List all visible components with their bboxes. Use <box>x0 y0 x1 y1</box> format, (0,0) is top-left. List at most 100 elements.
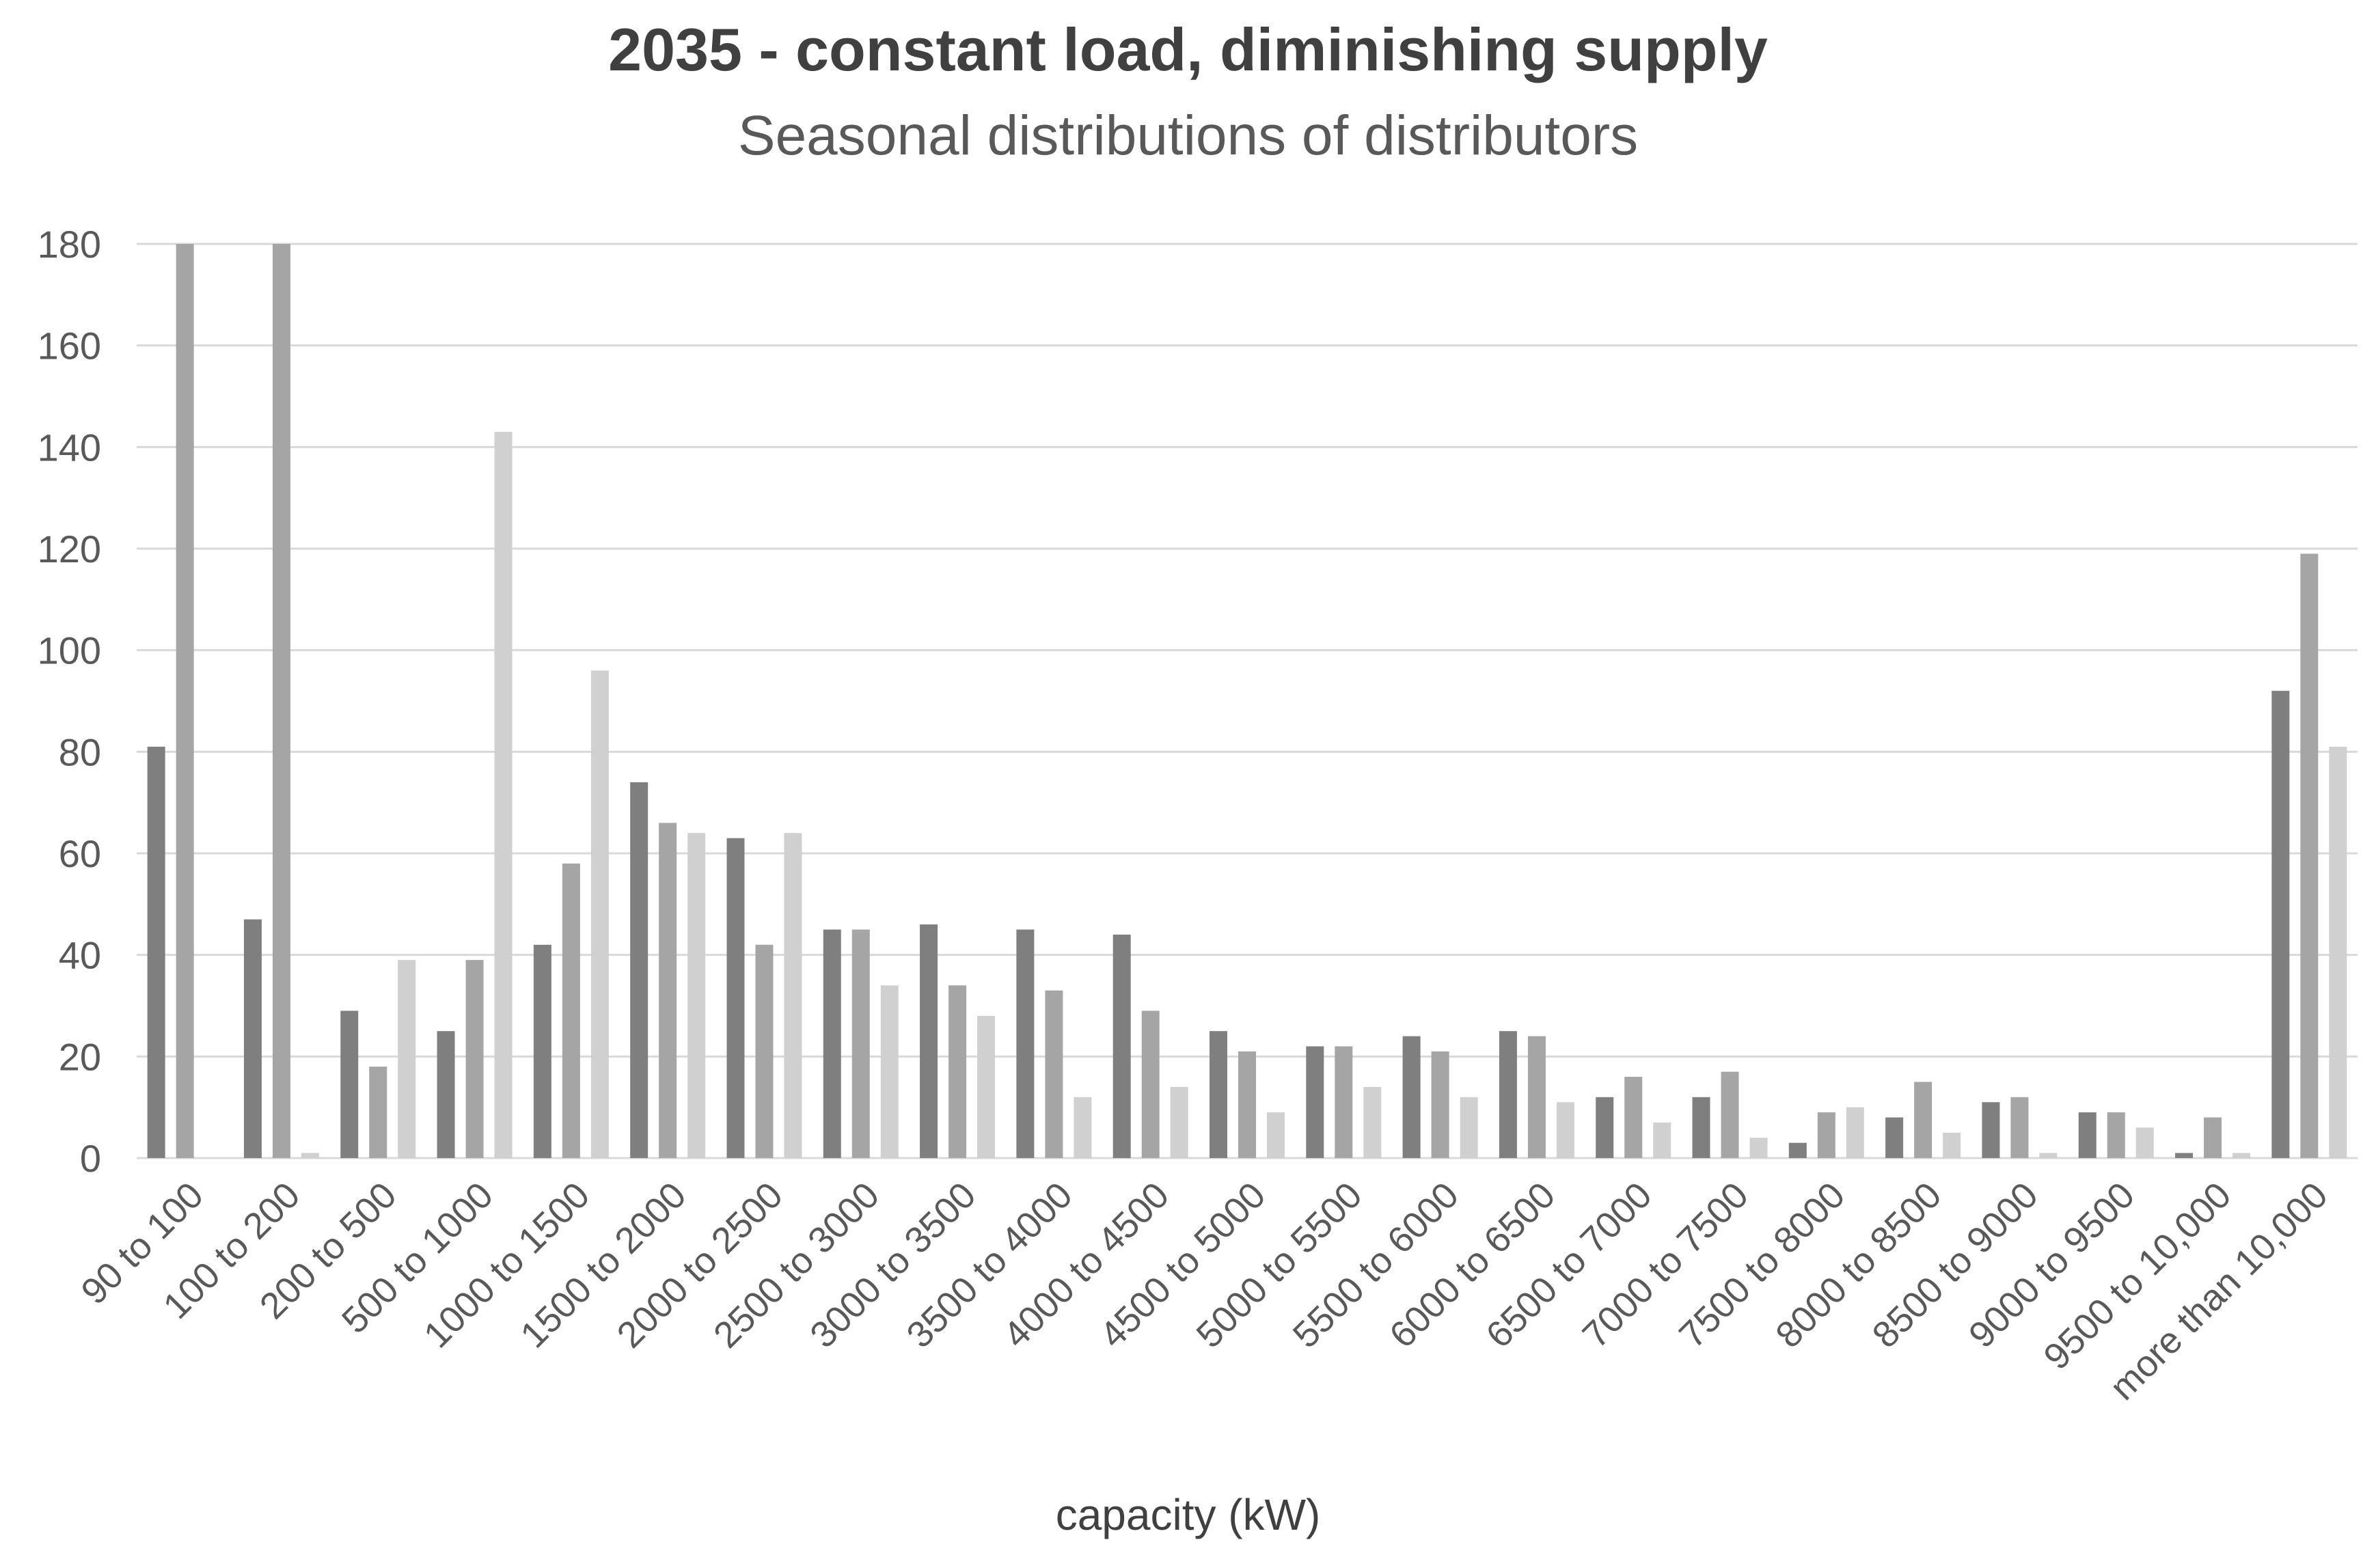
bar <box>1210 1031 1227 1158</box>
x-tick-label: 3000 to 3500 <box>802 1174 983 1356</box>
bar <box>1749 1138 1768 1158</box>
bar <box>2135 1127 2154 1158</box>
chart-title: 2035 - constant load, diminishing supply <box>608 16 1768 83</box>
bar <box>1141 1010 1160 1158</box>
y-tick-label: 60 <box>59 832 101 875</box>
bar <box>1846 1107 1864 1158</box>
bar <box>659 823 677 1158</box>
bar <box>147 746 165 1158</box>
bar <box>1653 1122 1671 1158</box>
x-tick-label: 8500 to 9000 <box>1865 1174 2046 1356</box>
bar <box>1170 1086 1188 1158</box>
bar <box>823 929 841 1158</box>
x-tick-label: 1500 to 2000 <box>513 1174 694 1356</box>
x-tick-label: 2000 to 2500 <box>610 1174 791 1356</box>
bar <box>369 1067 387 1158</box>
bar <box>755 944 774 1158</box>
bar <box>1943 1132 1961 1158</box>
y-tick-label: 20 <box>59 1035 101 1078</box>
bar <box>687 833 706 1158</box>
bar <box>2039 1153 2058 1158</box>
bar <box>1914 1082 1933 1158</box>
x-tick-label: 7500 to 8000 <box>1671 1174 1853 1356</box>
bar <box>1885 1117 1904 1158</box>
bar <box>340 1010 359 1158</box>
y-tick-label: 40 <box>59 934 101 977</box>
bar <box>1112 934 1131 1158</box>
y-tick-label: 100 <box>38 629 101 672</box>
x-tick-label: 6500 to 7000 <box>1478 1174 1659 1356</box>
x-tick-label: 4000 to 4500 <box>996 1174 1177 1356</box>
bar <box>1238 1051 1256 1158</box>
y-tick-label: 0 <box>80 1137 101 1180</box>
x-tick-label: 9000 to 9500 <box>1961 1174 2142 1356</box>
bar <box>2232 1153 2251 1158</box>
bar <box>1460 1097 1478 1158</box>
bar <box>630 782 648 1158</box>
bar <box>1556 1102 1574 1158</box>
bar <box>1721 1071 1739 1158</box>
bar <box>1402 1036 1421 1158</box>
bar <box>1074 1097 1092 1158</box>
bar <box>437 1031 455 1158</box>
bar <box>301 1153 319 1158</box>
x-tick-label: 1000 to 1500 <box>416 1174 597 1356</box>
bar <box>398 960 416 1158</box>
bar <box>1016 929 1035 1158</box>
bar <box>977 1015 996 1158</box>
x-tick-label: 7000 to 7500 <box>1575 1174 1756 1356</box>
bar <box>2204 1117 2222 1158</box>
bar <box>2300 553 2319 1158</box>
bar <box>1045 990 1063 1158</box>
bar <box>880 985 899 1158</box>
bar <box>2010 1097 2029 1158</box>
bar <box>1817 1112 1835 1158</box>
bar <box>726 838 745 1158</box>
bar <box>465 960 484 1158</box>
bar <box>1982 1102 2000 1158</box>
bar <box>1692 1097 1710 1158</box>
bar <box>562 863 580 1158</box>
bar <box>2175 1153 2194 1158</box>
bar <box>2329 746 2347 1158</box>
bar <box>1431 1051 1449 1158</box>
bar <box>2078 1112 2097 1158</box>
bar <box>1499 1031 1517 1158</box>
y-tick-label: 140 <box>38 426 101 469</box>
bar <box>1306 1046 1324 1158</box>
bar <box>243 919 262 1158</box>
x-tick-label: 5000 to 5500 <box>1188 1174 1369 1356</box>
y-tick-label: 160 <box>38 325 101 368</box>
bar <box>2271 691 2290 1158</box>
bar <box>920 924 938 1158</box>
bar <box>1788 1142 1807 1158</box>
y-tick-label: 120 <box>38 527 101 570</box>
bar <box>1363 1086 1382 1158</box>
x-tick-label: 6000 to 6500 <box>1382 1174 1563 1356</box>
bar <box>851 929 870 1158</box>
bar <box>1527 1036 1546 1158</box>
chart-subtitle: Seasonal distributions of distributors <box>737 105 1639 167</box>
x-tick-label: 3500 to 4000 <box>899 1174 1080 1356</box>
bar <box>494 432 513 1158</box>
x-tick-label: 4500 to 5000 <box>1092 1174 1273 1356</box>
bar <box>784 833 802 1158</box>
x-tick-label: 2500 to 3000 <box>706 1174 887 1356</box>
bar <box>1596 1097 1614 1158</box>
bar <box>176 244 194 1158</box>
bar <box>2107 1112 2125 1158</box>
bar <box>590 670 609 1158</box>
bar <box>1335 1046 1353 1158</box>
bar <box>948 985 967 1158</box>
bar <box>1267 1112 1285 1158</box>
bar <box>1624 1077 1643 1158</box>
x-axis-label: capacity (kW) <box>1055 1490 1321 1539</box>
bar <box>533 944 551 1158</box>
y-tick-label: 80 <box>59 730 101 773</box>
y-tick-label: 180 <box>38 223 101 266</box>
x-tick-label: 5500 to 6000 <box>1285 1174 1466 1356</box>
bar <box>272 244 290 1158</box>
x-tick-label: 8000 to 8500 <box>1768 1174 1949 1356</box>
